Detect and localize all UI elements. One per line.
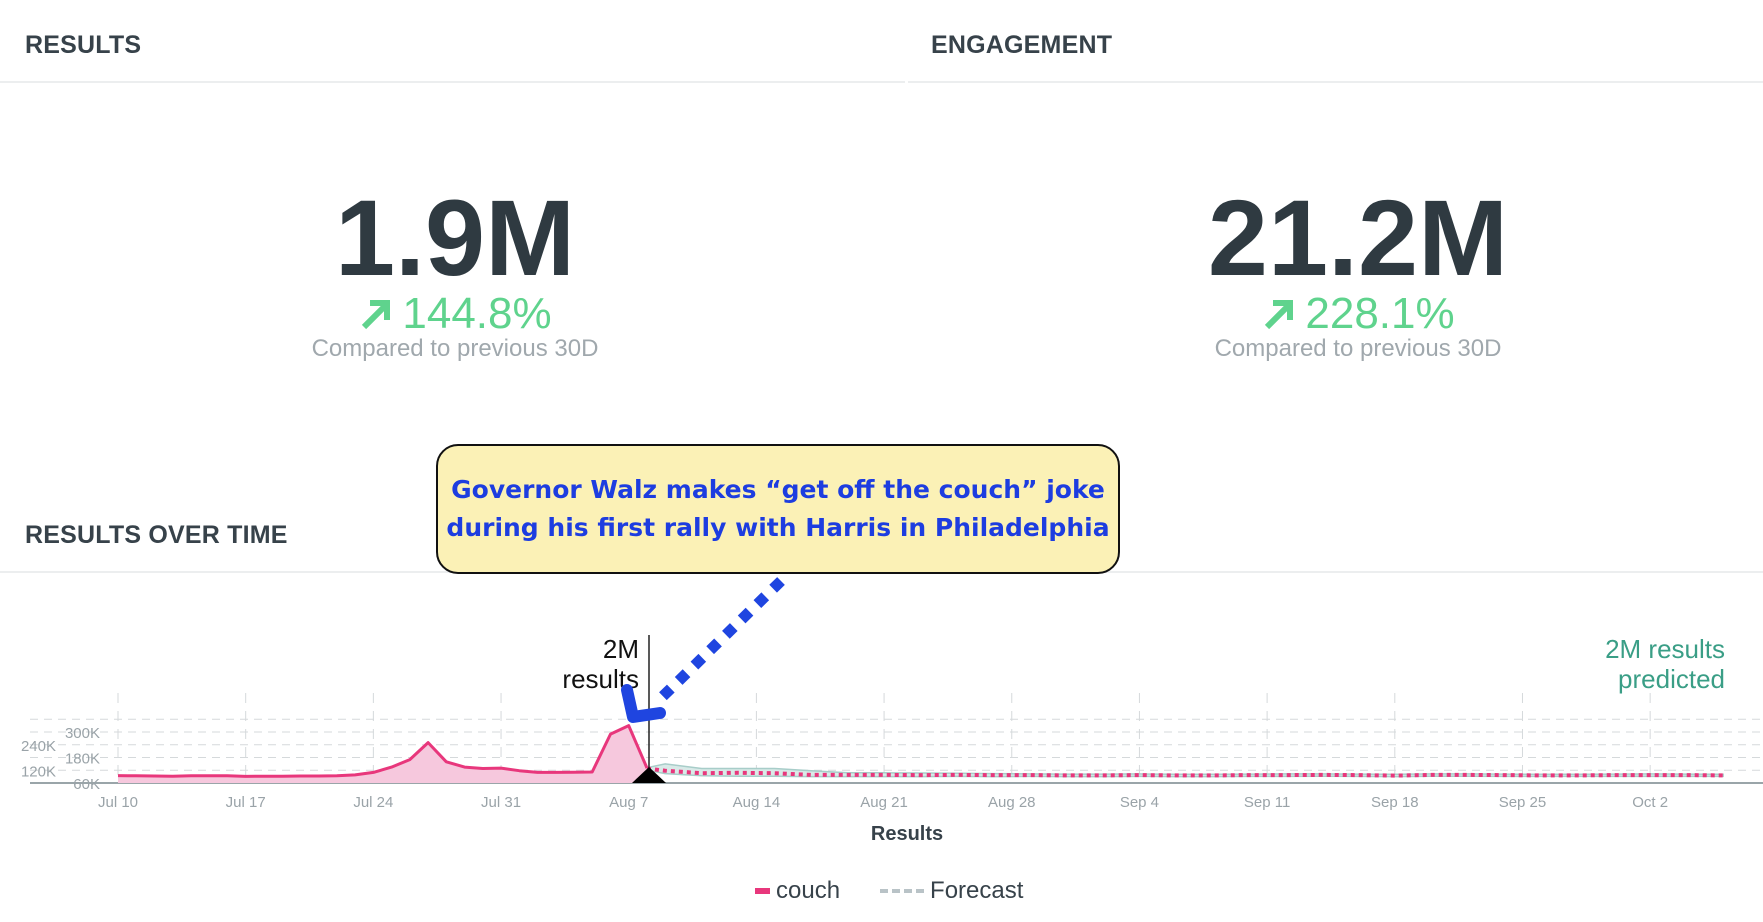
- marker-label-1: 2M: [603, 634, 639, 664]
- x-tick-label: Aug 7: [609, 794, 648, 811]
- prediction-label-1: 2M results: [1605, 634, 1725, 664]
- callout-line-2: during his first rally with Harris in Ph…: [446, 513, 1110, 542]
- annotation-arrowhead-icon: [621, 684, 666, 723]
- grid: [30, 693, 1763, 784]
- x-tick-label: Jul 24: [353, 794, 393, 811]
- results-compare: Compared to previous 30D: [311, 335, 599, 362]
- legend-label-couch: couch: [776, 877, 841, 904]
- results-change: 144.8%: [155, 292, 755, 336]
- legend-item-couch[interactable]: couch: [755, 877, 840, 905]
- engagement-divider: [908, 81, 1763, 83]
- legend-label-forecast: Forecast: [930, 877, 1024, 904]
- results-title: RESULTS: [25, 31, 142, 59]
- forecast-swatch-icon: [880, 889, 925, 893]
- x-tick-label: Oct 2: [1632, 794, 1668, 811]
- results-divider: [0, 81, 905, 83]
- engagement-title: ENGAGEMENT: [931, 31, 1113, 59]
- legend-item-forecast[interactable]: Forecast: [880, 877, 1023, 905]
- series: [117, 724, 1724, 783]
- engagement-value: 21.2M: [1207, 177, 1509, 298]
- x-tick-label: Sep 25: [1499, 794, 1547, 811]
- annotation-callout: Governor Walz makes “get off the couch” …: [436, 444, 1120, 574]
- x-tick-label: Sep 11: [1244, 794, 1290, 811]
- x-tick-label: Jul 10: [98, 794, 138, 811]
- arrow-up-right-icon: [1265, 300, 1294, 330]
- engagement-change-value: 228.1%: [1305, 289, 1455, 338]
- prediction-label-2: predicted: [1618, 664, 1725, 694]
- results-change-value: 144.8%: [402, 289, 552, 338]
- y-tick-label: 180K: [65, 751, 100, 768]
- arrow-up-right-icon: [362, 300, 391, 330]
- y-tick-label: 240K: [21, 738, 56, 755]
- y-tick-label: 120K: [21, 763, 56, 780]
- couch-line: [117, 724, 649, 778]
- tick-labels: 60K 120K 180K 240K 300K Jul 10 Jul 17 Jul 24 Jul…: [21, 725, 1668, 811]
- x-tick-label: Jul 31: [481, 794, 521, 811]
- x-tick-label: Aug 21: [860, 794, 908, 811]
- x-tick-label: Aug 14: [733, 794, 781, 811]
- annotation-arrow-shaft: [652, 577, 785, 707]
- y-tick-label: 60K: [73, 776, 100, 793]
- x-axis-title: Results: [871, 823, 943, 845]
- marker-triangle: [632, 767, 666, 783]
- x-tick-label: Sep 4: [1120, 794, 1159, 811]
- engagement-change: 228.1%: [1058, 292, 1658, 336]
- y-tick-label: 300K: [65, 725, 100, 742]
- engagement-compare: Compared to previous 30D: [1214, 335, 1502, 362]
- x-tick-label: Jul 17: [226, 794, 266, 811]
- chart-legend: couch Forecast: [755, 877, 1023, 905]
- results-over-time-title: RESULTS OVER TIME: [25, 521, 288, 549]
- forecast-line: [646, 766, 1724, 778]
- results-value: 1.9M: [334, 177, 576, 298]
- callout-line-1: Governor Walz makes “get off the couch” …: [451, 475, 1105, 504]
- x-tick-label: Aug 28: [988, 794, 1036, 811]
- x-tick-label: Sep 18: [1371, 794, 1419, 811]
- couch-swatch-icon: [755, 888, 770, 894]
